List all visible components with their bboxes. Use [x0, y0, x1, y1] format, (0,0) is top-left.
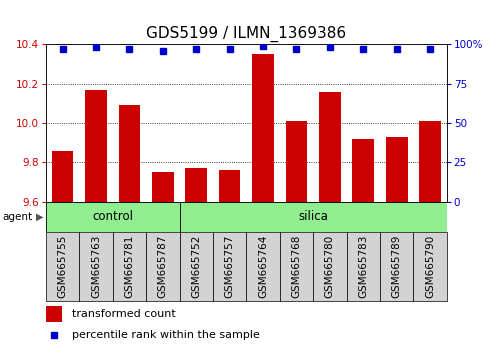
Text: GSM665790: GSM665790: [425, 235, 435, 298]
Text: GSM665780: GSM665780: [325, 235, 335, 298]
Text: control: control: [92, 210, 133, 223]
Bar: [313, 232, 347, 301]
Bar: [347, 232, 380, 301]
Bar: [180, 202, 447, 232]
Bar: [285, 121, 307, 202]
Text: GSM665781: GSM665781: [125, 235, 134, 298]
Text: ▶: ▶: [36, 212, 44, 222]
Bar: [380, 232, 413, 301]
Title: GDS5199 / ILMN_1369386: GDS5199 / ILMN_1369386: [146, 25, 346, 41]
Bar: [46, 306, 62, 321]
Bar: [319, 91, 341, 202]
Text: GSM665789: GSM665789: [392, 235, 402, 298]
Bar: [46, 232, 79, 301]
Bar: [79, 232, 113, 301]
Text: GSM665768: GSM665768: [291, 235, 301, 298]
Text: GSM665757: GSM665757: [225, 235, 235, 298]
Bar: [180, 232, 213, 301]
Bar: [252, 54, 274, 202]
Bar: [146, 232, 180, 301]
Bar: [46, 202, 180, 232]
Text: GSM665763: GSM665763: [91, 235, 101, 298]
Bar: [353, 139, 374, 202]
Bar: [219, 170, 241, 202]
Text: transformed count: transformed count: [72, 309, 176, 319]
Bar: [413, 232, 447, 301]
Bar: [213, 232, 246, 301]
Bar: [52, 150, 73, 202]
Text: silica: silica: [298, 210, 328, 223]
Text: percentile rank within the sample: percentile rank within the sample: [72, 330, 260, 341]
Bar: [386, 137, 408, 202]
Bar: [118, 105, 140, 202]
Bar: [113, 232, 146, 301]
Text: GSM665787: GSM665787: [158, 235, 168, 298]
Bar: [280, 232, 313, 301]
Bar: [185, 168, 207, 202]
Bar: [152, 172, 174, 202]
Text: GSM665755: GSM665755: [57, 235, 68, 298]
Text: GSM665752: GSM665752: [191, 235, 201, 298]
Text: GSM665783: GSM665783: [358, 235, 368, 298]
Text: agent: agent: [2, 212, 32, 222]
Text: GSM665764: GSM665764: [258, 235, 268, 298]
Bar: [246, 232, 280, 301]
Bar: [85, 90, 107, 202]
Bar: [419, 121, 441, 202]
